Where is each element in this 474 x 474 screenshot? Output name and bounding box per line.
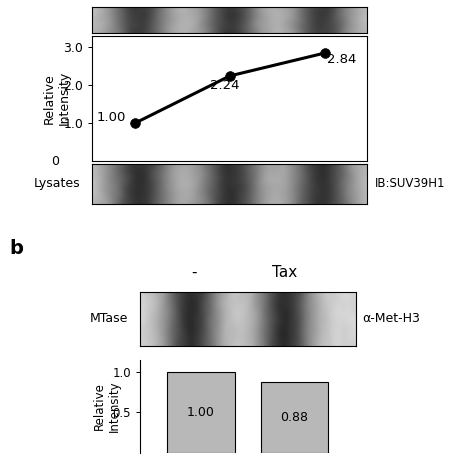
Text: 1.00: 1.00 [187,406,215,419]
Text: b: b [9,239,23,258]
Bar [167,372,235,453]
Text: 0.88: 0.88 [281,411,309,424]
Text: 2.84: 2.84 [327,54,356,66]
Text: IB:SUV39H1: IB:SUV39H1 [374,177,445,190]
Text: α-Met-H3: α-Met-H3 [363,312,420,325]
Text: 2.24: 2.24 [210,79,240,92]
Y-axis label: Relative
Intensity: Relative Intensity [43,71,71,126]
Text: MTase: MTase [90,312,128,325]
Bar [261,382,328,453]
Text: 1.00: 1.00 [97,111,126,124]
Y-axis label: Relative
Intensity: Relative Intensity [92,381,120,432]
Text: -: - [191,265,197,280]
Text: 0: 0 [52,155,59,168]
Text: Lysates: Lysates [34,177,81,190]
Text: Tax: Tax [272,265,297,280]
